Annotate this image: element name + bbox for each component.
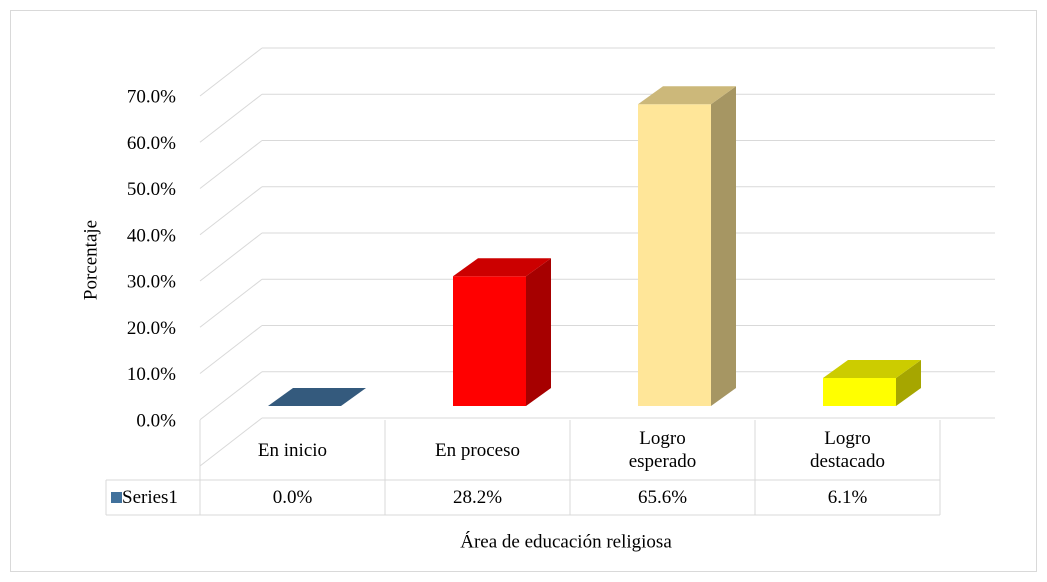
grid-line xyxy=(199,417,263,467)
bar xyxy=(638,86,736,407)
y-tick-label: 20.0% xyxy=(127,318,176,339)
x-tick-label: Logro esperado xyxy=(628,428,697,472)
grid-line xyxy=(199,371,263,421)
data-table-value: 65.6% xyxy=(637,487,688,508)
y-tick-label: 50.0% xyxy=(127,179,176,200)
y-tick-label: 70.0% xyxy=(127,87,176,108)
data-table-value: 0.0% xyxy=(272,487,313,508)
bar-top xyxy=(453,258,551,277)
bar-side xyxy=(526,258,551,406)
y-tick-label: 30.0% xyxy=(127,272,176,293)
bar-front xyxy=(823,377,896,406)
legend-swatch xyxy=(111,492,122,503)
grid-line xyxy=(199,47,263,97)
bar-front xyxy=(638,104,711,407)
bar-side xyxy=(711,86,736,407)
x-axis-title: Área de educación religiosa xyxy=(460,530,672,552)
grid-line xyxy=(199,232,263,282)
grid-line xyxy=(199,325,263,374)
bar-top xyxy=(638,86,736,105)
y-tick-label: 10.0% xyxy=(127,364,176,385)
bar-side xyxy=(896,359,921,406)
y-tick-label: 0.0% xyxy=(136,410,176,431)
legend-label: Series1 xyxy=(122,487,178,508)
grid-line xyxy=(199,186,263,236)
grid-line xyxy=(199,278,263,328)
bar xyxy=(823,359,921,406)
y-tick-label: 60.0% xyxy=(127,133,176,154)
x-tick-label: En inicio xyxy=(257,439,328,461)
bar xyxy=(268,388,366,406)
bar xyxy=(453,258,551,406)
grid-line xyxy=(199,140,263,189)
bar-top xyxy=(268,388,366,406)
grid-line xyxy=(199,93,263,143)
y-axis-title: Porcentaje xyxy=(80,220,101,300)
data-table-value: 6.1% xyxy=(827,487,868,508)
bar-top xyxy=(823,359,921,378)
x-tick-label: Logro destacado xyxy=(810,428,885,472)
bar-front xyxy=(453,276,526,406)
y-tick-label: 40.0% xyxy=(127,225,176,246)
x-tick-label: En proceso xyxy=(435,439,520,461)
data-table-value: 28.2% xyxy=(452,487,503,508)
